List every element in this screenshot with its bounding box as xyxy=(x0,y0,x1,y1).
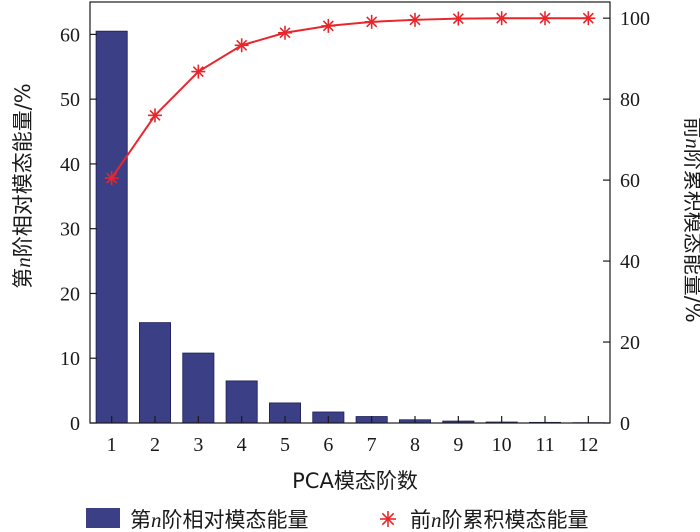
cumulative-line xyxy=(110,17,589,179)
y-right-tick-label: 40 xyxy=(620,251,640,273)
x-tick-label-12: 12 xyxy=(578,434,598,456)
cumulative-point-10 xyxy=(494,11,509,26)
cumulative-point-2 xyxy=(148,108,162,123)
x-tick-label-9: 9 xyxy=(453,434,463,456)
cumulative-point-6 xyxy=(321,18,336,33)
x-tick-label-1: 1 xyxy=(107,434,117,456)
y-left-tick-label: 60 xyxy=(60,24,80,46)
bar-3 xyxy=(182,352,215,424)
y-right-tick-label: 60 xyxy=(620,170,640,192)
y-left-tick-label: 20 xyxy=(60,283,80,305)
cumulative-point-3 xyxy=(191,64,206,79)
x-tick-label-2: 2 xyxy=(150,434,160,456)
y-right-tick-label: 0 xyxy=(620,413,630,435)
bar-2 xyxy=(138,322,171,424)
y-right-tick-label: 20 xyxy=(620,332,640,354)
legend-line-marker-icon xyxy=(380,511,396,527)
bars-layer xyxy=(95,30,605,424)
x-axis-title: PCA模态阶数 xyxy=(292,469,418,493)
y-axis-right-title: 前n阶累积模态能量/% xyxy=(681,117,700,323)
cumulative-point-11 xyxy=(538,11,552,26)
y-left-tick-label: 10 xyxy=(60,348,80,370)
x-tick-label-7: 7 xyxy=(367,434,377,456)
cumulative-point-8 xyxy=(408,12,422,27)
legend: 第n阶相对模态能量 前n阶累积模态能量 xyxy=(86,508,589,532)
x-tick-label-10: 10 xyxy=(492,434,512,456)
cumulative-point-4 xyxy=(234,38,249,53)
bar-1 xyxy=(95,30,128,424)
y-left-tick-label: 30 xyxy=(60,219,80,241)
y-right-tick-label: 80 xyxy=(620,89,640,111)
legend-line-label: 前n阶累积模态能量 xyxy=(410,508,589,532)
y-axis-left-title: 第n阶相对模态能量/% xyxy=(11,83,35,289)
cumulative-point-1 xyxy=(104,171,119,186)
legend-bar-label: 第n阶相对模态能量 xyxy=(130,508,309,532)
cumulative-point-12 xyxy=(581,11,596,26)
legend-bar-swatch xyxy=(86,508,120,528)
cumulative-line-layer xyxy=(104,11,596,186)
x-tick-label-6: 6 xyxy=(323,434,333,456)
cumulative-point-9 xyxy=(451,11,466,26)
x-tick-label-8: 8 xyxy=(410,434,420,456)
x-tick-label-11: 11 xyxy=(535,434,554,456)
x-tick-label-3: 3 xyxy=(193,434,203,456)
y-right-tick-label: 100 xyxy=(620,8,650,30)
y-left-tick-label: 50 xyxy=(60,89,80,111)
cumulative-point-5 xyxy=(278,25,292,40)
plot-frame xyxy=(89,1,611,424)
cumulative-point-7 xyxy=(364,14,379,29)
y-left-tick-label: 40 xyxy=(60,154,80,176)
y-left-tick-label: 0 xyxy=(70,413,80,435)
bar-4 xyxy=(225,380,258,424)
x-tick-label-4: 4 xyxy=(237,434,247,456)
x-tick-label-5: 5 xyxy=(280,434,290,456)
legend-asterisk-icon xyxy=(380,511,396,527)
